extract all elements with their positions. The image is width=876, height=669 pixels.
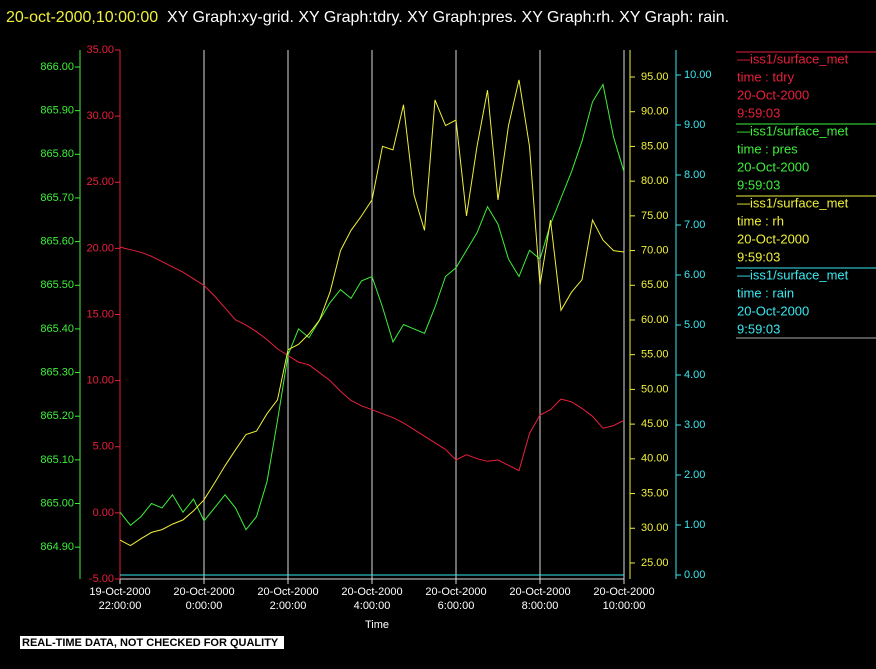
y-tick-label: 65.00 — [641, 279, 669, 291]
y-tick-label: 865.70 — [40, 192, 74, 204]
y-tick-label: 45.00 — [641, 418, 669, 430]
x-axis-label: Time — [365, 619, 389, 631]
y-tick-label: 864.90 — [40, 541, 74, 553]
y-tick-label: 9.00 — [684, 119, 705, 131]
x-tick-label: 20-Oct-2000 — [509, 586, 570, 598]
y-tick-label: 866.00 — [40, 61, 74, 73]
y-tick-label: 865.10 — [40, 454, 74, 466]
y-tick-label: 1.00 — [684, 519, 705, 531]
x-tick-label: 8:00:00 — [522, 600, 559, 612]
x-tick-label: 2:00:00 — [270, 600, 307, 612]
y-tick-label: 80.00 — [641, 175, 669, 187]
y-tick-label: 40.00 — [641, 453, 669, 465]
x-tick-label: 6:00:00 — [438, 600, 475, 612]
data-line — [119, 246, 625, 472]
x-tick-label: 20-Oct-2000 — [425, 586, 486, 598]
x-tick-label: 20-Oct-2000 — [173, 586, 234, 598]
y-tick-label: 865.50 — [40, 279, 74, 291]
y-tick-label: 95.00 — [641, 71, 669, 83]
x-tick-label: 20-Oct-2000 — [341, 586, 402, 598]
data-line — [119, 83, 625, 531]
y-tick-label: 0.00 — [684, 569, 705, 581]
y-tick-label: 60.00 — [641, 314, 669, 326]
y-tick-label: 35.00 — [641, 487, 669, 499]
y-tick-label: 25.00 — [86, 176, 114, 188]
legend-text: time : rh — [737, 213, 784, 228]
x-tick-label: 10:00:00 — [603, 600, 646, 612]
legend-text: time : pres — [737, 141, 798, 156]
y-tick-label: 75.00 — [641, 210, 669, 222]
legend-text: 20-Oct-2000 — [737, 87, 809, 102]
y-tick-label: 35.00 — [86, 44, 114, 56]
legend-text: 9:59:03 — [737, 177, 780, 192]
legend-name: —iss1/surface_met — [737, 267, 849, 282]
title-time: 20-oct-2000,10:00:00 — [6, 9, 159, 26]
legend-name: —iss1/surface_met — [737, 123, 849, 138]
y-tick-label: 865.80 — [40, 148, 74, 160]
x-tick-label: 4:00:00 — [354, 600, 391, 612]
y-tick-label: 15.00 — [86, 308, 114, 320]
y-tick-label: 5.00 — [93, 441, 114, 453]
legend-text: 20-Oct-2000 — [737, 303, 809, 318]
legend-text: 9:59:03 — [737, 249, 780, 264]
y-tick-label: 5.00 — [684, 319, 705, 331]
x-tick-label: 22:00:00 — [99, 600, 142, 612]
y-tick-label: 90.00 — [641, 106, 669, 118]
legend-text: 20-Oct-2000 — [737, 159, 809, 174]
y-tick-label: 25.00 — [641, 557, 669, 569]
x-tick-label: 0:00:00 — [186, 600, 223, 612]
y-tick-label: 30.00 — [641, 522, 669, 534]
x-tick-label: 19-Oct-2000 — [89, 586, 150, 598]
y-tick-label: 70.00 — [641, 244, 669, 256]
y-tick-label: 865.40 — [40, 323, 74, 335]
legend-text: time : tdry — [737, 69, 795, 84]
y-tick-label: 3.00 — [684, 419, 705, 431]
y-tick-label: 865.00 — [40, 497, 74, 509]
x-tick-label: 20-Oct-2000 — [257, 586, 318, 598]
y-tick-label: 30.00 — [86, 110, 114, 122]
y-tick-label: 0.00 — [93, 507, 114, 519]
y-tick-label: 10.00 — [684, 69, 712, 81]
legend-text: 20-Oct-2000 — [737, 231, 809, 246]
y-tick-label: 20.00 — [86, 242, 114, 254]
title-text: XY Graph:xy-grid. XY Graph:tdry. XY Grap… — [167, 9, 730, 26]
y-tick-label: 865.30 — [40, 366, 74, 378]
legend-name: —iss1/surface_met — [737, 195, 849, 210]
y-tick-label: -5.00 — [89, 573, 114, 585]
title: 20-oct-2000,10:00:00 XY Graph:xy-grid. X… — [6, 2, 856, 34]
y-tick-label: 55.00 — [641, 349, 669, 361]
y-tick-label: 6.00 — [684, 269, 705, 281]
y-tick-label: 50.00 — [641, 383, 669, 395]
y-tick-label: 865.60 — [40, 236, 74, 248]
legend-text: time : rain — [737, 285, 794, 300]
y-tick-label: 85.00 — [641, 140, 669, 152]
legend-text: 9:59:03 — [737, 105, 780, 120]
y-tick-label: 2.00 — [684, 469, 705, 481]
y-tick-label: 4.00 — [684, 369, 705, 381]
y-tick-label: 865.90 — [40, 105, 74, 117]
data-line — [119, 79, 625, 547]
y-tick-label: 865.20 — [40, 410, 74, 422]
y-tick-label: 7.00 — [684, 219, 705, 231]
footer-note: REAL-TIME DATA, NOT CHECKED FOR QUALITY — [20, 636, 285, 649]
legend-name: —iss1/surface_met — [737, 51, 849, 66]
x-tick-label: 20-Oct-2000 — [593, 586, 654, 598]
y-tick-label: 10.00 — [86, 375, 114, 387]
y-tick-label: 8.00 — [684, 169, 705, 181]
legend-text: 9:59:03 — [737, 321, 780, 336]
